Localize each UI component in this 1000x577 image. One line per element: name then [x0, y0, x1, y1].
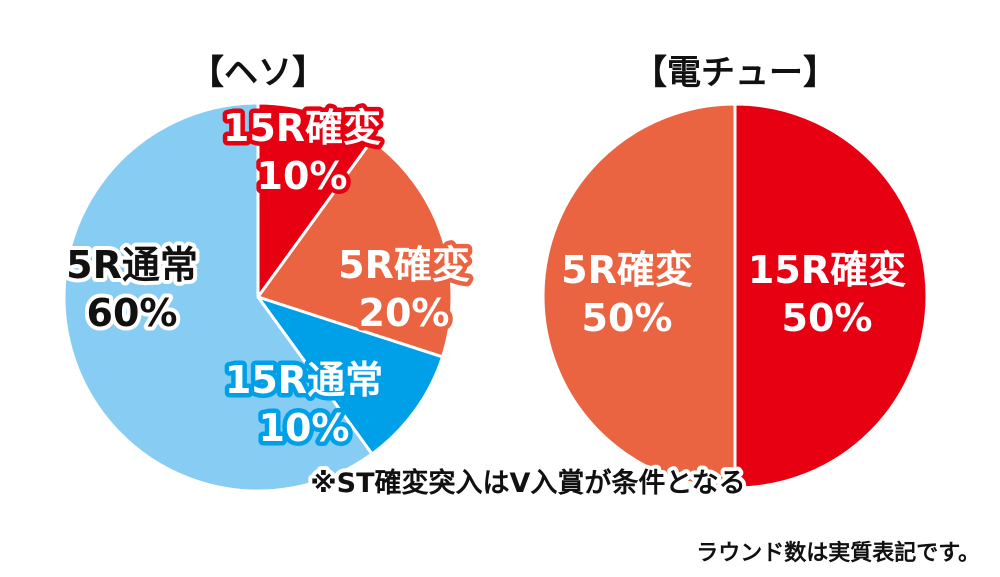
pie-slice-1-1 [541, 102, 737, 490]
pie-slice-0-3 [62, 101, 374, 493]
slice-label: 5R通常 [66, 243, 198, 287]
pie-slice-0-2 [256, 295, 445, 456]
slice-value-label: 20% [359, 291, 450, 335]
denchu-label-15r-kakuhen: 15R確変 50% [743, 244, 910, 345]
heso-label-15r-kakuhen: 15R確変 10% [218, 102, 385, 203]
denchu-label-5r-kakuhen: 5R確変 50% [557, 244, 698, 345]
st-condition-note: ※ST確変突入はV入賞が条件となる [310, 467, 745, 499]
heso-label-5r-kakuhen: 5R確変 20% [334, 239, 475, 340]
heso-label-15r-tsujo: 15R通常 10% [220, 354, 387, 455]
heso-label-5r-tsujo: 5R通常 60% [62, 239, 202, 339]
pie-slice-0-1 [256, 138, 454, 359]
slice-value-label: 50% [582, 296, 673, 340]
slice-value-label: 60% [87, 291, 178, 335]
heso-pie [62, 101, 454, 493]
slice-value-label: 10% [257, 154, 348, 198]
denchu-title: 【電チュー】 [633, 53, 837, 93]
slice-label: 5R確変 [338, 243, 470, 287]
pie-slice-1-0 [733, 102, 929, 490]
slice-value-label: 10% [259, 406, 350, 450]
slice-label: 15R通常 [225, 358, 383, 402]
slice-label: 15R確変 [748, 248, 906, 292]
slice-value-label: 50% [782, 296, 873, 340]
round-count-note: ラウンド数は実質表記です。 [696, 540, 980, 566]
slice-label: 5R確変 [561, 248, 693, 292]
slice-label: 15R確変 [223, 106, 381, 150]
heso-title: 【ヘソ】 [190, 53, 326, 93]
denchu-pie [541, 102, 929, 490]
pie-slice-0-0 [256, 101, 374, 299]
